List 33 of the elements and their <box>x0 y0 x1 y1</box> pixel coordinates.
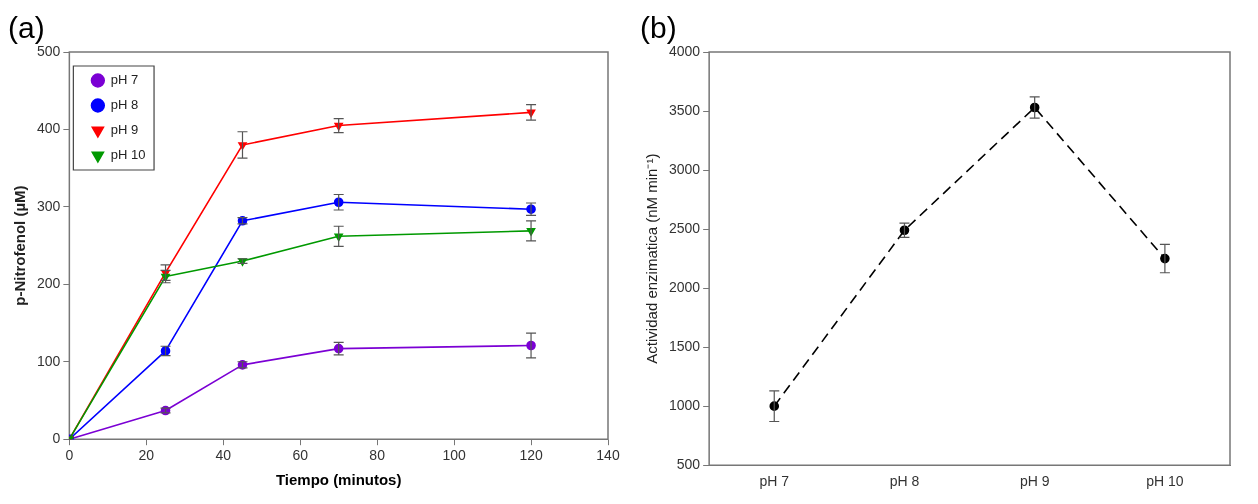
y-tick-label: 1000 <box>668 397 701 414</box>
y-tick-label: 2500 <box>668 219 701 236</box>
y-tick-label: 0 <box>52 430 61 447</box>
y-tick-label: 1500 <box>668 338 701 354</box>
y-tick-label: 100 <box>37 352 61 369</box>
y-tick-label: 300 <box>37 197 61 214</box>
y-axis-title: p-Nitrofenol (µM) <box>11 185 29 306</box>
y-tick-label: 3500 <box>668 101 701 118</box>
y-tick-label: 500 <box>676 456 701 473</box>
x-tick-label: 0 <box>65 447 74 464</box>
x-tick-label: pH 10 <box>1146 473 1184 490</box>
y-tick-label: 2000 <box>668 278 701 295</box>
y-tick-label: 3000 <box>668 160 701 177</box>
y-axis-title: Actividad enzimatica (nM min⁻¹) <box>643 153 661 364</box>
x-tick-label: 120 <box>519 447 543 464</box>
x-tick-label: 60 <box>292 447 309 464</box>
legend-label: pH 8 <box>110 97 139 113</box>
x-axis-title: Tiempo (minutos) <box>275 471 402 489</box>
x-tick-label: 80 <box>369 447 386 464</box>
x-tick-label: 100 <box>442 447 466 464</box>
x-tick-label: pH 9 <box>1019 473 1050 490</box>
x-tick-label: pH 7 <box>759 473 790 490</box>
legend-label: pH 7 <box>110 72 139 88</box>
y-tick-label: 400 <box>37 120 61 137</box>
x-tick-label: 40 <box>215 447 232 464</box>
x-tick-label: 140 <box>596 447 620 464</box>
legend-label: pH 10 <box>110 147 146 163</box>
x-tick-label: pH 8 <box>889 473 920 490</box>
chart-title: (b) <box>640 11 677 45</box>
legend-label: pH 9 <box>110 122 139 138</box>
x-tick-label: 20 <box>138 447 155 464</box>
chart-title: (a) <box>8 11 45 45</box>
y-tick-label: 200 <box>37 275 61 292</box>
